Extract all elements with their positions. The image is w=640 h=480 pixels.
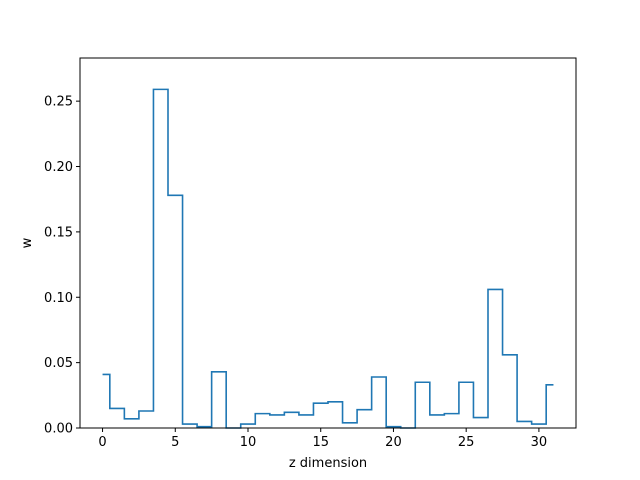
y-tick-label: 0.10: [44, 291, 73, 306]
x-axis-label: z dimension: [289, 456, 367, 471]
y-tick-label: 0.20: [44, 160, 73, 175]
x-tick-label: 25: [458, 435, 475, 450]
y-axis-label: w: [20, 237, 35, 248]
axis-ticks: 0 5 10 15 20 25 30 0.00 0.05 0.10 0.15 0.20 0.25: [44, 95, 547, 450]
x-tick-label: 15: [312, 435, 329, 450]
x-tick-label: 5: [171, 435, 179, 450]
y-tick-label: 0.25: [44, 95, 73, 110]
series-step-line: [102, 88, 554, 429]
y-tick-label: 0.15: [44, 225, 73, 240]
plot-area: [102, 88, 554, 429]
x-tick-label: 30: [531, 435, 548, 450]
y-tick-label: 0.05: [44, 356, 73, 371]
x-tick-label: 20: [385, 435, 402, 450]
y-tick-label: 0.00: [44, 422, 73, 437]
x-tick-label: 10: [240, 435, 257, 450]
axes-frame: [79, 57, 577, 429]
x-tick-label: 0: [98, 435, 106, 450]
